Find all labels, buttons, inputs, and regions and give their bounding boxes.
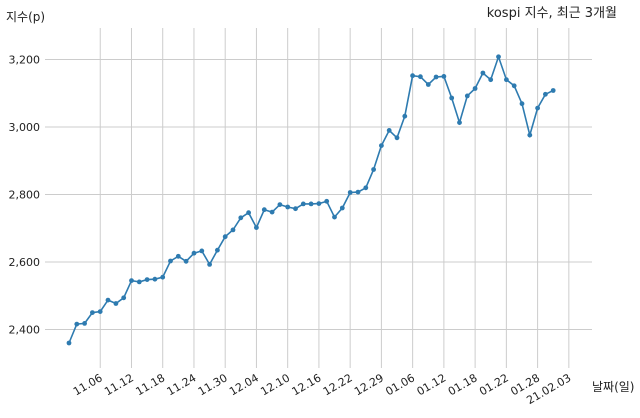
x-tick-label: 12.10	[258, 371, 292, 398]
data-point	[386, 127, 392, 133]
data-point	[129, 278, 134, 283]
data-point	[261, 207, 267, 213]
data-point	[113, 301, 119, 306]
y-tick-labels: 2,400 2,600 2,800 3,000 3,200	[9, 54, 41, 337]
data-point	[246, 210, 252, 216]
data-point	[175, 253, 181, 259]
data-point	[339, 205, 345, 211]
y-axis-label: 지수(p)	[6, 10, 45, 24]
data-point	[332, 214, 337, 220]
data-point	[121, 295, 127, 301]
data-point	[230, 227, 236, 233]
y-tick-label: 2,800	[9, 189, 41, 202]
data-point	[308, 201, 314, 207]
x-tick-label: 11.12	[102, 371, 136, 398]
data-point	[433, 74, 439, 80]
data-point	[543, 91, 548, 97]
data-point	[285, 204, 291, 210]
x-tick-label: 12.29	[352, 371, 386, 398]
data-point	[82, 321, 87, 326]
data-point	[550, 88, 556, 93]
x-tick-label: 01.12	[415, 371, 449, 398]
y-tick-label: 3,000	[9, 121, 41, 134]
data-point	[457, 120, 462, 125]
data-point	[97, 309, 103, 314]
data-point	[379, 143, 384, 149]
data-point	[464, 93, 470, 99]
x-tick-label: 12.04	[227, 371, 261, 398]
data-point	[136, 279, 142, 285]
x-tick-labels: 11.0611.1211.1811.2411.3012.0412.1012.16…	[71, 371, 573, 407]
data-point	[488, 77, 494, 83]
x-tick-label: 11.30	[196, 371, 230, 398]
data-point	[355, 189, 361, 195]
x-tick-label: 01.06	[383, 371, 417, 398]
data-point	[277, 202, 283, 208]
x-tick-label: 11.06	[71, 371, 105, 398]
data-point	[144, 277, 150, 282]
data-point	[316, 201, 322, 207]
x-tick-label: 01.22	[477, 371, 511, 398]
x-tick-label: 12.16	[290, 371, 324, 398]
data-point	[418, 74, 423, 80]
x-tick-label: 12.22	[321, 371, 355, 398]
data-point	[207, 262, 213, 267]
x-axis-label: 날짜(일)	[592, 380, 634, 394]
data-point	[394, 135, 400, 141]
x-tick-label: 01.18	[446, 371, 480, 398]
data-point	[371, 167, 376, 172]
data-point	[74, 321, 80, 327]
data-point	[222, 234, 228, 240]
data-point	[293, 206, 298, 212]
data-point	[238, 215, 244, 221]
data-point	[410, 73, 415, 79]
series-line	[68, 54, 554, 344]
data-point	[191, 250, 197, 256]
data-point	[300, 201, 306, 207]
data-point	[199, 248, 205, 254]
data-point	[480, 70, 486, 76]
data-point	[168, 258, 173, 264]
data-point	[402, 113, 408, 119]
data-point	[511, 83, 517, 89]
data-point	[183, 258, 189, 264]
data-point	[527, 132, 533, 138]
x-tick-label: 11.18	[133, 371, 167, 398]
data-point	[347, 190, 353, 195]
data-point	[90, 310, 95, 315]
data-point	[215, 247, 220, 253]
data-point	[324, 198, 330, 204]
grid-lines	[45, 28, 592, 368]
data-point	[472, 86, 478, 91]
data-point	[105, 297, 111, 303]
data-point	[152, 276, 158, 282]
data-point	[504, 77, 509, 83]
y-tick-label: 2,600	[9, 256, 41, 269]
data-point	[449, 95, 455, 101]
y-tick-label: 2,400	[9, 324, 41, 337]
data-point	[425, 82, 431, 87]
data-point	[269, 209, 275, 215]
data-point	[363, 185, 369, 191]
data-point	[254, 225, 259, 231]
chart-title: kospi 지수, 최근 3개월	[487, 6, 617, 21]
data-point	[441, 74, 447, 79]
data-point	[535, 105, 540, 111]
data-point	[160, 274, 166, 280]
y-tick-label: 3,200	[9, 54, 41, 67]
data-point	[66, 340, 72, 346]
x-tick-label: 11.24	[165, 371, 199, 398]
data-point	[496, 54, 501, 60]
data-points	[66, 54, 556, 346]
data-point	[519, 101, 525, 107]
